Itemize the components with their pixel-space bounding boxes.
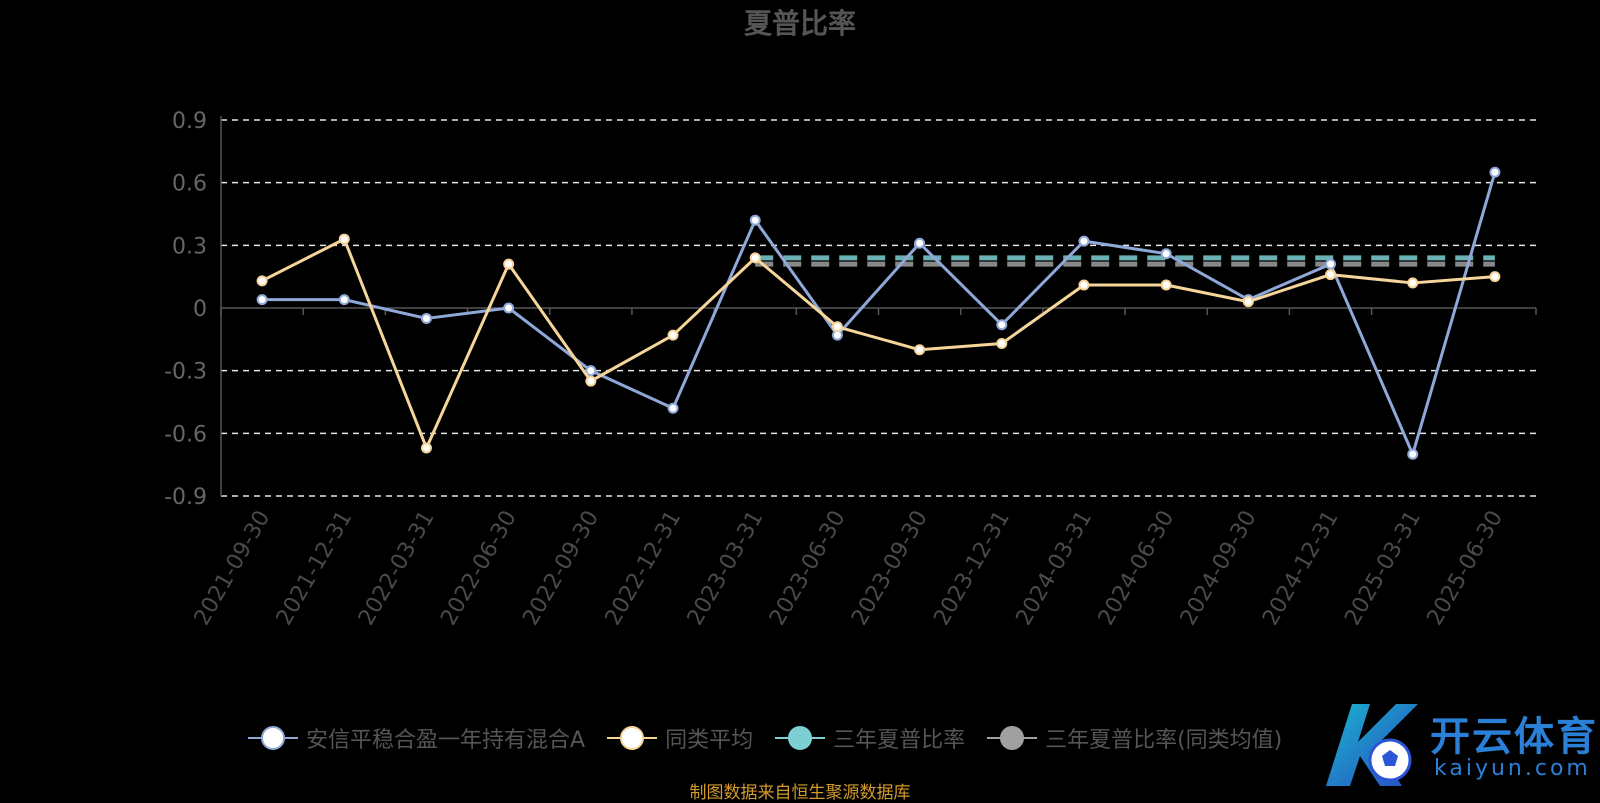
y-tick-label: -0.6: [164, 422, 207, 447]
data-point: [1242, 296, 1254, 308]
data-point: [1407, 448, 1419, 460]
data-point: [914, 344, 926, 356]
legend-item[interactable]: 三年夏普比率: [775, 722, 965, 754]
data-point: [996, 338, 1008, 350]
data-point: [420, 442, 432, 454]
watermark-domain: kaiyun.com: [1434, 756, 1591, 781]
data-point: [1078, 235, 1090, 247]
data-point: [420, 312, 432, 324]
x-tick-label: 2025-03-31: [1340, 507, 1426, 630]
x-tick-label: 2021-09-30: [190, 507, 276, 630]
data-point: [338, 233, 350, 245]
x-tick-label: 2023-06-30: [765, 507, 851, 630]
x-tick-label: 2023-12-31: [929, 507, 1015, 630]
legend-item[interactable]: 同类平均: [607, 722, 753, 754]
data-point: [667, 329, 679, 341]
x-tick-label: 2024-06-30: [1094, 507, 1180, 630]
series-line: [261, 237, 1496, 450]
y-tick-label: 0.3: [172, 234, 207, 259]
kaiyun-logo-icon: [1326, 704, 1418, 786]
x-tick-label: 2021-12-31: [272, 507, 358, 630]
x-tick-label: 2023-03-31: [683, 507, 769, 630]
watermark-brand: 开云体育: [1430, 714, 1598, 760]
data-point: [1489, 166, 1501, 178]
legend-item[interactable]: 安信平稳合盈一年持有混合A: [248, 722, 585, 754]
data-point: [1407, 277, 1419, 289]
y-tick-label: -0.9: [164, 485, 207, 510]
chart-title: 夏普比率: [743, 7, 856, 40]
y-tick-label: 0: [193, 297, 207, 322]
x-tick-label: 2023-09-30: [847, 507, 933, 630]
legend-marker-icon: [607, 726, 658, 750]
y-tick-label: 0.6: [172, 172, 207, 197]
x-tick-label: 2024-12-31: [1258, 507, 1344, 630]
data-point: [996, 319, 1008, 331]
data-point: [1078, 279, 1090, 291]
x-tick-label: 2024-09-30: [1176, 507, 1262, 630]
x-tick-label: 2022-06-30: [436, 507, 522, 630]
series-line: [262, 171, 1497, 456]
data-point: [1160, 279, 1172, 291]
data-point: [749, 252, 761, 264]
data-point: [256, 275, 268, 287]
legend-label: 安信平稳合盈一年持有混合A: [306, 728, 586, 753]
data-point: [503, 302, 515, 314]
legend-marker-icon: [987, 726, 1038, 750]
data-point: [831, 321, 843, 333]
data-point: [914, 237, 926, 249]
data-point: [503, 258, 515, 270]
y-tick-label: -0.3: [164, 360, 207, 385]
legend-label: 同类平均: [665, 728, 754, 753]
data-point: [749, 214, 761, 226]
x-tick-label: 2022-09-30: [518, 507, 604, 630]
data-point: [585, 375, 597, 387]
data-point: [1160, 248, 1172, 260]
watermark-logo: 开云体育 kaiyun.com: [1318, 700, 1598, 792]
data-point: [1489, 271, 1501, 283]
legend-item[interactable]: 三年夏普比率(同类均值): [987, 722, 1282, 754]
x-tick-label: 2022-03-31: [354, 507, 440, 630]
y-tick-label: 0.9: [172, 109, 207, 134]
data-point: [585, 365, 597, 377]
data-point: [1325, 258, 1337, 270]
data-point: [1325, 269, 1337, 281]
legend-label: 三年夏普比率: [833, 728, 966, 753]
x-tick-label: 2024-03-31: [1012, 507, 1098, 630]
source-note: 制图数据来自恒生聚源数据库: [689, 783, 911, 803]
legend-label: 三年夏普比率(同类均值): [1045, 728, 1283, 753]
chart-legend: 安信平稳合盈一年持有混合A 同类平均 三年夏普比率 三年夏普比率(同类均值): [248, 722, 1282, 754]
data-point: [667, 402, 679, 414]
data-point: [338, 294, 350, 306]
legend-marker-icon: [775, 726, 826, 750]
data-point: [256, 294, 268, 306]
x-tick-label: 2022-12-31: [601, 507, 687, 630]
x-tick-label: 2025-06-30: [1423, 507, 1509, 630]
legend-marker-icon: [248, 726, 298, 750]
